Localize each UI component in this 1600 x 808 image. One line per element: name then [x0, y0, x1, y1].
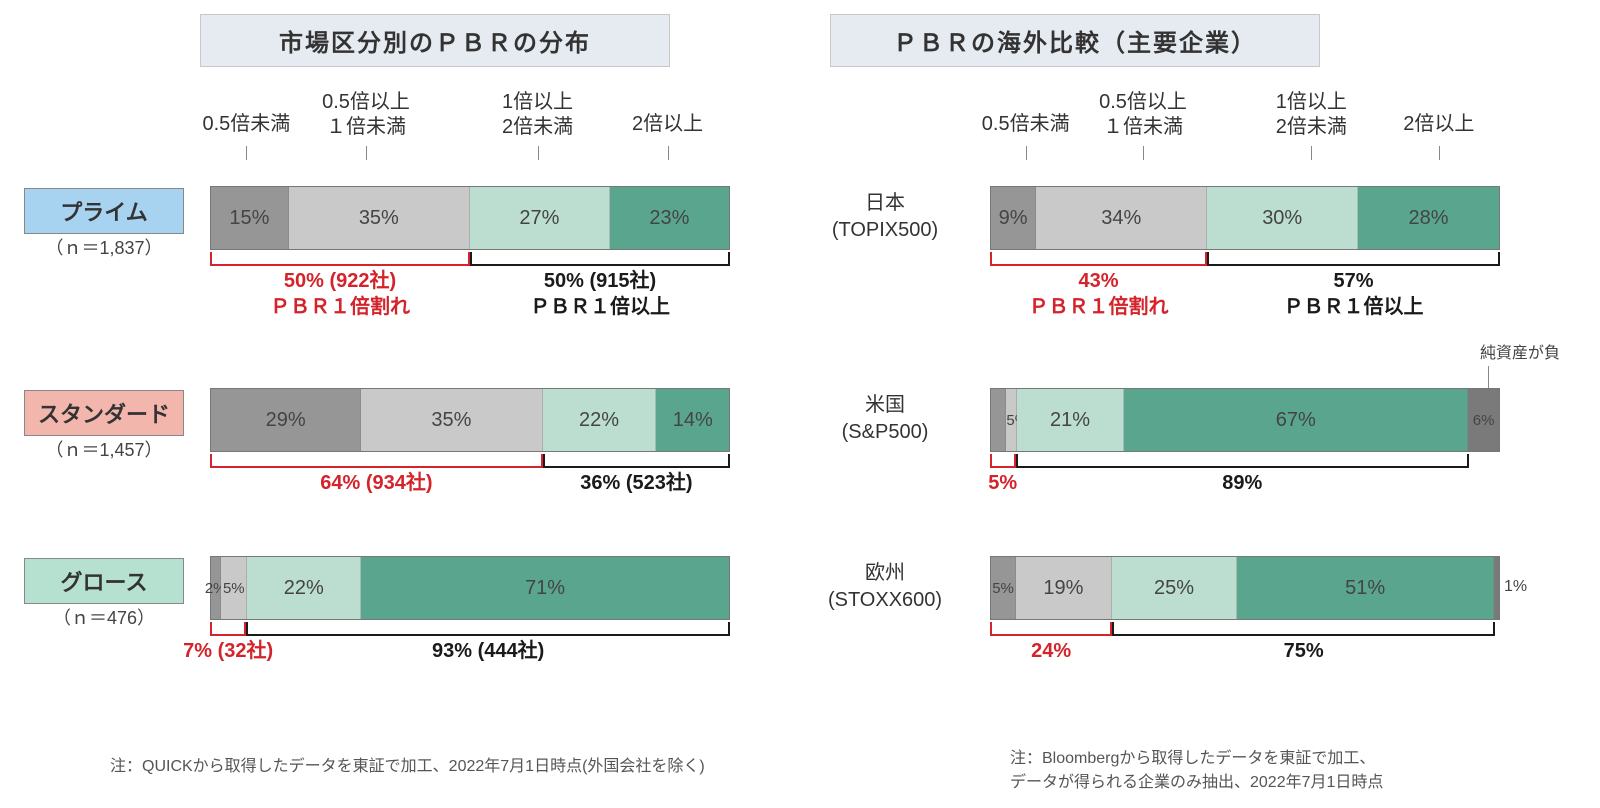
- bracket-right-label: 50% (915社)ＰＢＲ１倍以上: [470, 268, 730, 320]
- bracket-left-label: 43%ＰＢＲ１倍割れ: [990, 268, 1207, 320]
- market-badge: グロース: [24, 558, 184, 604]
- left-rows: プライム（ｎ＝1,837）15%35%27%23%50% (922社)ＰＢＲ１倍…: [0, 0, 790, 808]
- bracket-right-label: 93% (444社): [246, 638, 730, 664]
- region-label: 米国(S&P500): [790, 392, 980, 446]
- stacked-bar: 9%34%30%28%: [990, 186, 1500, 250]
- bar-segment: 9%: [991, 187, 1036, 249]
- right-rows: 日本(TOPIX500)9%34%30%28% 43%ＰＢＲ１倍割れ57%ＰＢＲ１…: [790, 0, 1600, 808]
- bar-segment: 28%: [1358, 187, 1499, 249]
- bar-segment: [991, 389, 1006, 451]
- bar-segment: 35%: [289, 187, 470, 249]
- market-n: （ｎ＝1,837）: [24, 234, 184, 260]
- bar-segment: 15%: [211, 187, 289, 249]
- stacked-bar: 5%19%25%51%: [990, 556, 1500, 620]
- bar-segment: 14%: [656, 389, 729, 451]
- left-footnote: 注：QUICKから取得したデータを東証で加工、2022年7月1日時点(外国会社を…: [110, 752, 705, 776]
- bracket-right: [1016, 454, 1470, 468]
- bar-segment: 22%: [247, 557, 361, 619]
- bracket-right: [1112, 622, 1495, 636]
- bar-segment: 30%: [1207, 187, 1358, 249]
- bar-segment: 27%: [470, 187, 610, 249]
- bar-segment: 71%: [361, 557, 729, 619]
- left-panel: 市場区分別のＰＢＲの分布 0.5倍未満0.5倍以上１倍未満1倍以上2倍未満2倍以…: [0, 0, 790, 808]
- bracket-right-label: 36% (523社): [543, 470, 730, 496]
- bar-segment: 21%: [1017, 389, 1125, 451]
- stacked-bar: 2%5%22%71%: [210, 556, 730, 620]
- bracket-right: [470, 252, 730, 266]
- bar-segment: 2%: [211, 557, 221, 619]
- neg-assets-label: 純資産が負: [1440, 344, 1560, 363]
- bar-segment: 5%: [991, 557, 1016, 619]
- bracket-right: [246, 622, 730, 636]
- bar-segment: 35%: [361, 389, 542, 451]
- market-badge: スタンダード: [24, 390, 184, 436]
- bracket-left-label: 50% (922社)ＰＢＲ１倍割れ: [210, 268, 470, 320]
- bracket-left: [210, 454, 543, 468]
- stacked-bar: 5%21%67%6%: [990, 388, 1500, 452]
- bracket-left: [210, 622, 246, 636]
- bar-segment: 6%: [1468, 389, 1499, 451]
- bar-segment: 23%: [610, 187, 729, 249]
- bar-segment: 29%: [211, 389, 361, 451]
- stacked-bar: 15%35%27%23%: [210, 186, 730, 250]
- bar-segment: 22%: [543, 389, 657, 451]
- bracket-right: [1207, 252, 1500, 266]
- market-n: （ｎ＝476）: [24, 604, 184, 630]
- bar-segment: 67%: [1124, 389, 1468, 451]
- stacked-bar: 29%35%22%14%: [210, 388, 730, 452]
- bar-segment: 51%: [1237, 557, 1494, 619]
- bracket-right: [543, 454, 730, 468]
- market-n: （ｎ＝1,457）: [24, 436, 184, 462]
- region-label: 欧州(STOXX600): [790, 560, 980, 614]
- bar-segment: 5%: [1006, 389, 1016, 451]
- bracket-left: [210, 252, 470, 266]
- market-badge: プライム: [24, 188, 184, 234]
- bracket-left-label: 64% (934社): [210, 470, 543, 496]
- right-panel: ＰＢＲの海外比較（主要企業） 0.5倍未満0.5倍以上１倍未満1倍以上2倍未満2…: [790, 0, 1600, 808]
- bracket-left: [990, 622, 1112, 636]
- bracket-right-label: 89%: [1016, 470, 1470, 496]
- bracket-right-label: 57%ＰＢＲ１倍以上: [1207, 268, 1500, 320]
- bracket-right-label: 75%: [1112, 638, 1495, 664]
- region-label: 日本(TOPIX500): [790, 190, 980, 244]
- bracket-left: [990, 454, 1016, 468]
- bar-segment: 25%: [1112, 557, 1238, 619]
- right-footnote: 注：Bloombergから取得したデータを東証で加工、 データが得られる企業のみ…: [1010, 744, 1383, 792]
- bracket-left-label: 24%: [990, 638, 1112, 664]
- bracket-left: [990, 252, 1207, 266]
- bar-segment: 19%: [1016, 557, 1112, 619]
- bar-segment: [1494, 557, 1499, 619]
- bar-segment: 5%: [221, 557, 247, 619]
- bar-segment: 34%: [1036, 187, 1207, 249]
